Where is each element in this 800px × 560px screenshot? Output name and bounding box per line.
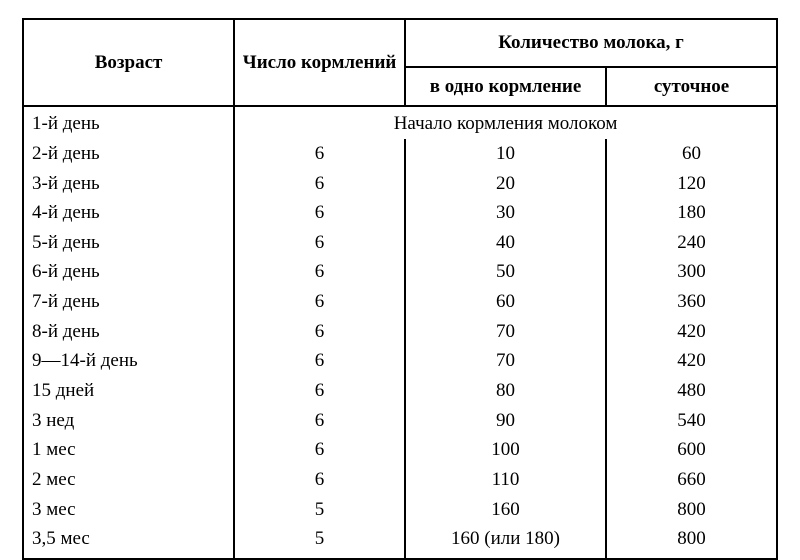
- cell-age: 3 нед: [23, 406, 234, 436]
- table-row: 1 мес 6 100 600: [23, 435, 777, 465]
- cell-daily: 60: [606, 139, 777, 169]
- cell-per-feed: 160: [405, 495, 606, 525]
- cell-daily: 240: [606, 228, 777, 258]
- cell-per-feed: 70: [405, 346, 606, 376]
- cell-start-note: Начало кормления молоком: [234, 106, 777, 139]
- table-row: 3-й день 6 20 120: [23, 169, 777, 199]
- cell-age: 3,5 мес: [23, 524, 234, 559]
- table-row: 8-й день 6 70 420: [23, 317, 777, 347]
- cell-per-feed: 30: [405, 198, 606, 228]
- cell-daily: 660: [606, 465, 777, 495]
- cell-feedings: 6: [234, 139, 405, 169]
- cell-feedings: 6: [234, 406, 405, 436]
- table-row: 1-й день Начало кормления молоком: [23, 106, 777, 139]
- cell-per-feed: 50: [405, 257, 606, 287]
- col-header-group-milk: Количество молока, г: [405, 19, 777, 67]
- cell-daily: 420: [606, 346, 777, 376]
- cell-daily: 800: [606, 495, 777, 525]
- table-row: 4-й день 6 30 180: [23, 198, 777, 228]
- cell-feedings: 5: [234, 495, 405, 525]
- table-row: 9—14-й день 6 70 420: [23, 346, 777, 376]
- cell-feedings: 6: [234, 198, 405, 228]
- cell-daily: 800: [606, 524, 777, 559]
- table-row: 3 мес 5 160 800: [23, 495, 777, 525]
- table-row: 7-й день 6 60 360: [23, 287, 777, 317]
- cell-age: 7-й день: [23, 287, 234, 317]
- cell-age: 8-й день: [23, 317, 234, 347]
- cell-feedings: 6: [234, 465, 405, 495]
- cell-age: 6-й день: [23, 257, 234, 287]
- cell-daily: 180: [606, 198, 777, 228]
- cell-age: 1 мес: [23, 435, 234, 465]
- cell-daily: 300: [606, 257, 777, 287]
- cell-feedings: 6: [234, 376, 405, 406]
- cell-feedings: 6: [234, 169, 405, 199]
- cell-per-feed: 70: [405, 317, 606, 347]
- table-row: 5-й день 6 40 240: [23, 228, 777, 258]
- cell-daily: 600: [606, 435, 777, 465]
- table-row: 3 нед 6 90 540: [23, 406, 777, 436]
- cell-per-feed: 90: [405, 406, 606, 436]
- cell-per-feed: 80: [405, 376, 606, 406]
- cell-per-feed: 60: [405, 287, 606, 317]
- cell-daily: 120: [606, 169, 777, 199]
- cell-age: 15 дней: [23, 376, 234, 406]
- col-header-daily: суточное: [606, 67, 777, 107]
- cell-feedings: 6: [234, 228, 405, 258]
- cell-feedings: 6: [234, 346, 405, 376]
- cell-age: 2-й день: [23, 139, 234, 169]
- cell-age: 1-й день: [23, 106, 234, 139]
- cell-per-feed: 110: [405, 465, 606, 495]
- cell-age: 2 мес: [23, 465, 234, 495]
- table-row: 2 мес 6 110 660: [23, 465, 777, 495]
- table-row: 2-й день 6 10 60: [23, 139, 777, 169]
- table-row: 6-й день 6 50 300: [23, 257, 777, 287]
- table-body: 1-й день Начало кормления молоком 2-й де…: [23, 106, 777, 559]
- cell-age: 5-й день: [23, 228, 234, 258]
- feeding-table: Возраст Число кормлений Количество молок…: [22, 18, 778, 560]
- cell-feedings: 5: [234, 524, 405, 559]
- cell-daily: 540: [606, 406, 777, 436]
- table-row: 15 дней 6 80 480: [23, 376, 777, 406]
- cell-feedings: 6: [234, 435, 405, 465]
- col-header-age: Возраст: [23, 19, 234, 106]
- cell-per-feed: 40: [405, 228, 606, 258]
- cell-feedings: 6: [234, 287, 405, 317]
- cell-daily: 480: [606, 376, 777, 406]
- cell-age: 4-й день: [23, 198, 234, 228]
- col-header-per-feed: в одно кормление: [405, 67, 606, 107]
- table-header: Возраст Число кормлений Количество молок…: [23, 19, 777, 106]
- cell-feedings: 6: [234, 257, 405, 287]
- cell-per-feed: 100: [405, 435, 606, 465]
- cell-per-feed: 160 (или 180): [405, 524, 606, 559]
- cell-age: 3-й день: [23, 169, 234, 199]
- cell-daily: 420: [606, 317, 777, 347]
- col-header-feedings: Число кормлений: [234, 19, 405, 106]
- cell-age: 9—14-й день: [23, 346, 234, 376]
- cell-per-feed: 10: [405, 139, 606, 169]
- table-row: 3,5 мес 5 160 (или 180) 800: [23, 524, 777, 559]
- cell-daily: 360: [606, 287, 777, 317]
- cell-per-feed: 20: [405, 169, 606, 199]
- cell-feedings: 6: [234, 317, 405, 347]
- cell-age: 3 мес: [23, 495, 234, 525]
